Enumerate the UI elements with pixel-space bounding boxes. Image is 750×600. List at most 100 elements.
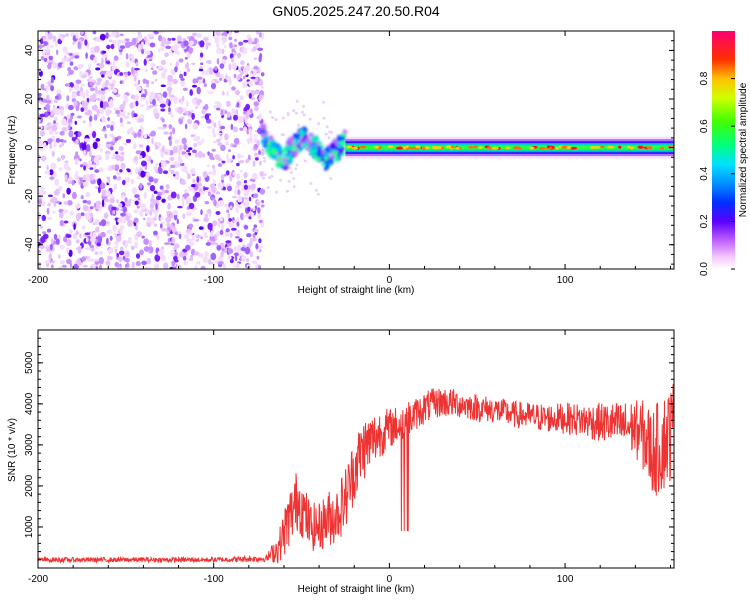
noise-cell — [62, 264, 67, 268]
noise-cell — [79, 70, 83, 77]
noise-cell — [147, 33, 154, 38]
noise-cell — [224, 133, 229, 141]
noise-cell — [217, 261, 224, 265]
snr-ylabel: SNR (10 * v/v) — [7, 418, 18, 482]
zigzag-cell — [322, 154, 325, 162]
noise-cell — [63, 201, 69, 205]
noise-cell — [96, 98, 102, 101]
noise-cell — [244, 188, 249, 195]
noise-cell — [221, 248, 225, 252]
noise-cell — [167, 37, 172, 42]
noise-cell — [254, 105, 259, 112]
noise-cell — [238, 41, 244, 46]
noise-cell — [162, 124, 167, 128]
noise-cell — [203, 231, 207, 238]
noise-cell — [145, 154, 150, 161]
noise-cell — [248, 92, 252, 99]
noise-cell — [95, 200, 102, 206]
noise-cell — [75, 151, 79, 156]
noise-cell — [186, 68, 191, 73]
noise-cell — [294, 111, 298, 115]
spec-ytick-label-1: -20 — [24, 188, 35, 203]
noise-cell — [191, 234, 195, 241]
noise-cell — [220, 125, 226, 130]
noise-cell — [42, 233, 49, 240]
noise-cell — [245, 158, 250, 164]
noise-cell — [172, 127, 176, 135]
noise-cell — [42, 36, 47, 40]
noise-cell — [75, 104, 80, 112]
noise-cell — [210, 230, 214, 238]
noise-cell — [46, 228, 52, 233]
noise-cell — [186, 100, 189, 108]
noise-cell — [262, 176, 265, 180]
noise-cell — [54, 95, 59, 100]
noise-cell — [251, 237, 257, 242]
noise-cell — [159, 103, 166, 108]
noise-cell — [167, 202, 171, 210]
noise-cell — [236, 173, 241, 180]
noise-cell — [47, 194, 53, 198]
noise-cell — [92, 231, 97, 239]
noise-cell — [79, 177, 83, 185]
noise-cell — [154, 144, 159, 150]
noise-cell — [93, 166, 97, 170]
noise-cell — [115, 151, 119, 155]
noise-cell — [228, 36, 233, 41]
noise-cell — [149, 209, 153, 216]
noise-cell — [101, 74, 105, 78]
noise-cell — [175, 61, 179, 68]
noise-cell — [226, 76, 232, 82]
noise-cell — [65, 247, 70, 254]
noise-cell — [140, 97, 146, 101]
noise-cell — [50, 238, 54, 244]
noise-cell — [72, 134, 76, 138]
noise-cell — [88, 255, 91, 263]
noise-cell — [92, 141, 99, 150]
noise-cell — [96, 77, 103, 83]
zigzag-cell — [328, 162, 333, 167]
noise-cell — [167, 232, 171, 237]
noise-cell — [59, 130, 65, 136]
noise-cell — [80, 31, 84, 35]
noise-cell — [170, 250, 176, 257]
noise-cell — [208, 258, 212, 265]
carrier-peak — [374, 145, 380, 149]
noise-cell — [38, 125, 43, 130]
noise-cell — [153, 190, 158, 194]
carrier-peak — [468, 145, 474, 149]
noise-cell — [202, 256, 208, 264]
noise-cell — [128, 172, 133, 176]
noise-cell — [61, 63, 65, 69]
noise-cell — [38, 119, 41, 123]
noise-cell — [253, 193, 259, 198]
noise-cell — [200, 236, 203, 240]
noise-cell — [81, 100, 86, 108]
noise-cell — [223, 45, 227, 48]
noise-cell — [201, 107, 206, 115]
zigzag-cell — [309, 132, 314, 137]
noise-cell — [169, 96, 173, 102]
noise-cell — [52, 210, 56, 215]
noise-cell — [46, 45, 50, 53]
noise-cell — [160, 254, 166, 262]
noise-cell — [221, 59, 226, 65]
noise-cell — [208, 67, 214, 75]
noise-cell — [202, 171, 208, 178]
noise-cell — [61, 127, 67, 132]
noise-cell — [88, 120, 92, 128]
noise-cell — [255, 263, 259, 269]
noise-cell — [206, 164, 211, 168]
noise-cell — [145, 266, 151, 269]
noise-cell — [133, 133, 138, 139]
noise-cell — [237, 116, 244, 124]
noise-cell — [153, 217, 157, 221]
noise-cell — [171, 236, 175, 244]
noise-cell — [80, 107, 85, 112]
noise-cell — [73, 84, 78, 90]
noise-cell — [89, 95, 95, 102]
noise-cell — [207, 171, 213, 175]
noise-cell — [248, 128, 252, 134]
noise-cell — [292, 109, 296, 113]
noise-cell — [167, 74, 174, 83]
